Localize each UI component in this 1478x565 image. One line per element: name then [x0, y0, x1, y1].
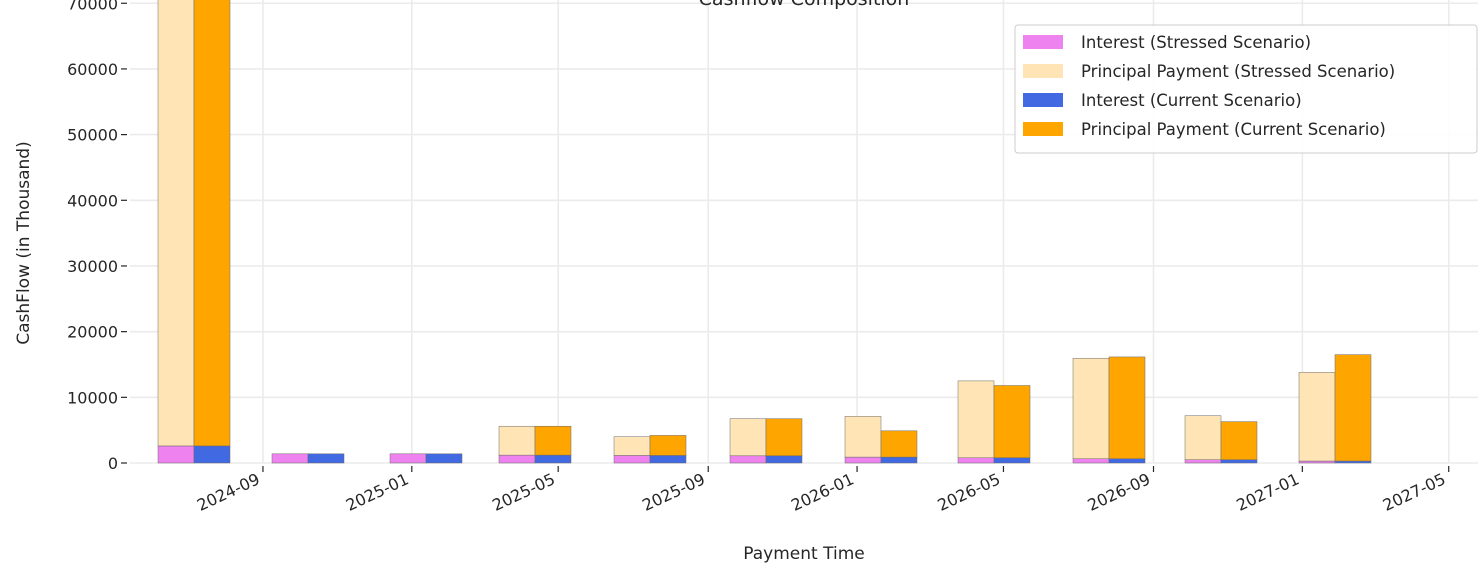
x-tick-label: 2026-05: [935, 469, 1004, 514]
y-tick-label: 70000: [67, 0, 118, 13]
legend-swatch: [1023, 35, 1063, 49]
y-tick-label: 10000: [67, 388, 118, 407]
y-axis: 0 10000 20000 30000 40000 50000 60000 70000: [67, 0, 127, 473]
bar-current-principal: [1334, 354, 1372, 462]
bars: [157, 0, 1372, 464]
bar-current-interest: [1108, 458, 1146, 464]
x-tick-label: 2024-09: [194, 469, 263, 514]
y-axis-label: CashFlow (in Thousand): [14, 141, 34, 344]
x-tick-label: 2026-09: [1085, 469, 1154, 514]
bar-stressed-principal: [729, 418, 767, 457]
bar-stressed-interest: [271, 453, 309, 464]
bar-stressed-principal: [1072, 357, 1110, 459]
bar-current-interest: [993, 457, 1031, 464]
legend-label: Interest (Stressed Scenario): [1081, 33, 1311, 52]
legend: Interest (Stressed Scenario) Principal Pa…: [1014, 24, 1478, 154]
legend-label: Principal Payment (Stressed Scenario): [1081, 62, 1395, 81]
chart-title: Cashflow Composition: [699, 0, 910, 10]
y-tick-label: 30000: [67, 257, 118, 276]
bar-stressed-interest: [157, 445, 195, 464]
bar-current-interest: [1334, 460, 1372, 464]
bar-current-interest: [534, 454, 572, 464]
bar-stressed-principal: [498, 425, 536, 456]
y-tick-label: 60000: [67, 60, 118, 79]
legend-box: [1014, 24, 1478, 154]
bar-stressed-principal: [157, 0, 195, 447]
legend-label: Interest (Current Scenario): [1081, 91, 1302, 110]
bar-current-principal: [649, 435, 687, 456]
y-tick-label: 0: [108, 454, 118, 473]
y-tick-label: 50000: [67, 126, 118, 145]
bar-current-interest: [425, 453, 463, 464]
y-tick-label: 40000: [67, 191, 118, 210]
bar-current-principal: [765, 418, 803, 457]
legend-swatch: [1023, 64, 1063, 78]
bar-stressed-interest: [389, 453, 427, 464]
bar-stressed-interest: [498, 454, 536, 464]
bar-stressed-interest: [1072, 458, 1110, 464]
x-tick-label: 2027-05: [1380, 469, 1449, 514]
x-tick-label: 2025-05: [489, 469, 558, 514]
bar-stressed-principal: [1298, 372, 1336, 462]
bar-stressed-interest: [957, 457, 995, 464]
bar-current-principal: [1220, 421, 1258, 460]
bar-current-interest: [765, 455, 803, 464]
bar-current-interest: [1220, 459, 1258, 464]
x-axis-label: Payment Time: [743, 544, 864, 564]
bar-current-interest: [193, 445, 231, 464]
bar-stressed-interest: [1184, 459, 1222, 464]
legend-swatch: [1023, 122, 1063, 136]
bar-stressed-interest: [1298, 460, 1336, 464]
bar-current-interest: [880, 456, 918, 464]
legend-label: Principal Payment (Current Scenario): [1081, 120, 1386, 139]
y-tick-label: 20000: [67, 323, 118, 342]
bar-current-principal: [534, 425, 572, 456]
bar-current-principal: [880, 430, 918, 458]
x-tick-label: 2025-01: [343, 469, 412, 514]
bar-current-principal: [193, 0, 231, 447]
bar-current-principal: [1108, 356, 1146, 459]
bar-stressed-principal: [613, 436, 651, 456]
bar-stressed-interest: [729, 455, 767, 464]
bar-stressed-interest: [844, 456, 882, 464]
bar-current-principal: [993, 385, 1031, 458]
x-tick-label: 2027-01: [1233, 469, 1302, 514]
x-axis: 2024-09 2025-01 2025-05 2025-09 2026-01 2026-…: [194, 466, 1450, 515]
bar-current-interest: [649, 455, 687, 464]
bar-stressed-principal: [957, 380, 995, 458]
bar-stressed-principal: [1184, 415, 1222, 460]
x-tick-label: 2026-01: [788, 469, 857, 514]
legend-swatch: [1023, 93, 1063, 107]
x-tick-label: 2025-09: [639, 469, 708, 514]
bar-current-interest: [307, 453, 345, 464]
bar-stressed-interest: [613, 455, 651, 464]
bar-stressed-principal: [844, 416, 882, 458]
